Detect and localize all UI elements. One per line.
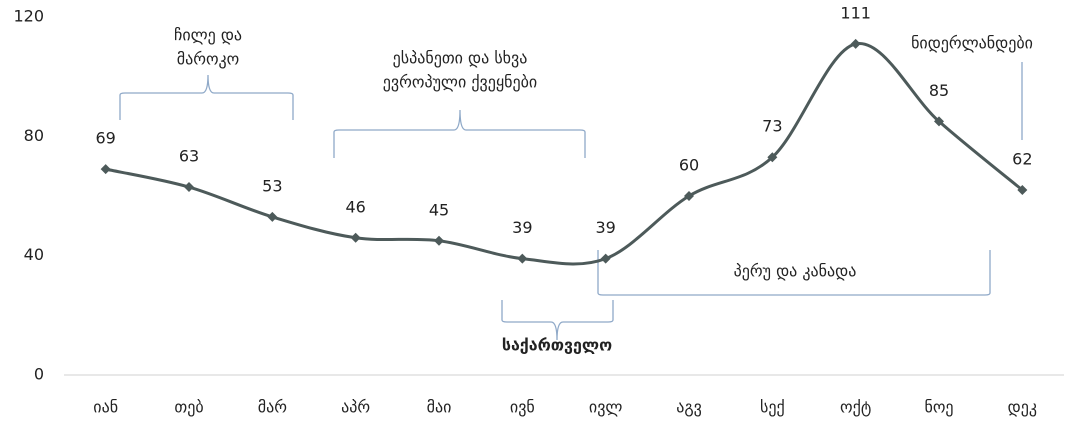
marker [517, 253, 528, 264]
data-label: 111 [840, 3, 871, 22]
marker [267, 211, 278, 222]
brace [333, 109, 586, 158]
data-label: 45 [429, 200, 449, 219]
marker [350, 232, 361, 243]
annotation: ჩილე და [174, 26, 242, 45]
data-label: 39 [512, 218, 532, 237]
x-tick-label: ნოე [924, 398, 953, 417]
annotation: მაროკო [177, 50, 240, 69]
data-label: 73 [762, 117, 782, 136]
annotation: პერუ და კანადა [734, 262, 857, 281]
marker [684, 191, 694, 201]
marker [600, 253, 611, 264]
data-label: 63 [179, 147, 199, 166]
marker [434, 235, 444, 246]
annotation: ნიდერლანდები [911, 34, 1033, 53]
brace [597, 250, 991, 296]
x-tick-label: ივნ [510, 398, 535, 417]
x-tick-label: თებ [174, 398, 203, 417]
annotation: ესპანეთი და სხვა [393, 49, 528, 68]
x-tick-label: იან [93, 398, 118, 417]
line [105, 42, 1024, 266]
data-label: 69 [95, 129, 115, 148]
marker [1017, 185, 1028, 196]
y-tick-label: 80 [24, 126, 44, 145]
annotation: საქართველო [502, 336, 612, 355]
annotation: ევროპული ქვეყნები [383, 73, 537, 92]
data-label: 46 [345, 197, 365, 216]
marker [184, 182, 194, 193]
y-tick-label: 40 [24, 245, 44, 264]
data-label: 39 [595, 218, 615, 237]
x-tick-label: ოქტ [840, 398, 871, 417]
data-label: 53 [262, 176, 282, 195]
x-tick-label: სექ [760, 398, 785, 417]
x-tick-label: მარ [258, 398, 287, 417]
data-label: 62 [1012, 150, 1032, 169]
marker [934, 116, 944, 127]
x-tick-label: აპრ [341, 398, 370, 417]
marker [850, 38, 861, 49]
data-label: 60 [679, 156, 699, 175]
x-tick-label: დეკ [1008, 398, 1037, 417]
brace [119, 74, 294, 120]
data-label: 85 [929, 81, 949, 100]
y-tick-label: 0 [34, 365, 44, 384]
marker [100, 164, 111, 175]
x-tick-label: აგვ [676, 398, 702, 417]
y-tick-label: 120 [13, 7, 44, 26]
x-tick-label: მაი [427, 398, 452, 417]
brace [501, 300, 614, 341]
marker [767, 152, 778, 163]
x-tick-label: ივლ [589, 398, 623, 417]
